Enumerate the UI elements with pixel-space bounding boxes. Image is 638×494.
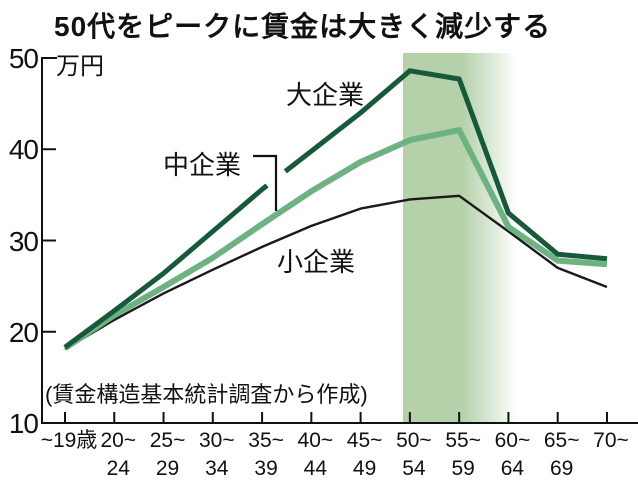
x-axis-label: 35~ 39 (248, 429, 284, 480)
x-axis-label: 60~ 64 (494, 429, 531, 480)
x-axis-label: 65~ 69 (543, 429, 580, 480)
line-series-0 (63, 68, 608, 350)
x-axis-label: 70~ (593, 429, 629, 452)
y-axis-label: 40 (8, 134, 39, 166)
chart-title: 50代をピークに賃金は大きく減少する (54, 11, 552, 42)
y-axis-label: 50 (8, 43, 39, 74)
x-axis-label: 20~ 24 (100, 429, 137, 480)
line-series-2 (64, 194, 608, 351)
series-label-small-companies: 小企業 (277, 247, 356, 277)
series-label-large-companies: 大企業 (286, 80, 365, 110)
x-axis-label: 40~ 44 (297, 429, 334, 480)
y-axis-ticks (42, 148, 56, 333)
source-note: (賃金構造基本統計調査から作成) (45, 382, 368, 407)
medium-label-leader-line (253, 154, 278, 211)
line-series-1 (63, 127, 608, 351)
axis-lines (41, 57, 638, 424)
y-axis-label: 30 (8, 225, 39, 257)
series-label-medium-companies: 中企業 (163, 150, 242, 180)
y-axis-label: 20 (8, 316, 39, 348)
x-axis-label: 30~ 34 (198, 429, 235, 480)
x-axis-ticks (64, 412, 608, 422)
x-axis-label: 55~ 59 (445, 429, 481, 480)
x-axis-label: ~19歳 (40, 429, 98, 452)
highlight-band (403, 53, 517, 423)
x-axis-label: 50~ 54 (396, 429, 432, 480)
x-axis-label: 45~ 49 (346, 429, 383, 480)
data-lines (63, 68, 608, 351)
y-axis-label: 10 (8, 408, 39, 439)
x-axis-label: 25~ 29 (149, 429, 186, 480)
y-axis-unit-label: 万円 (56, 53, 104, 80)
